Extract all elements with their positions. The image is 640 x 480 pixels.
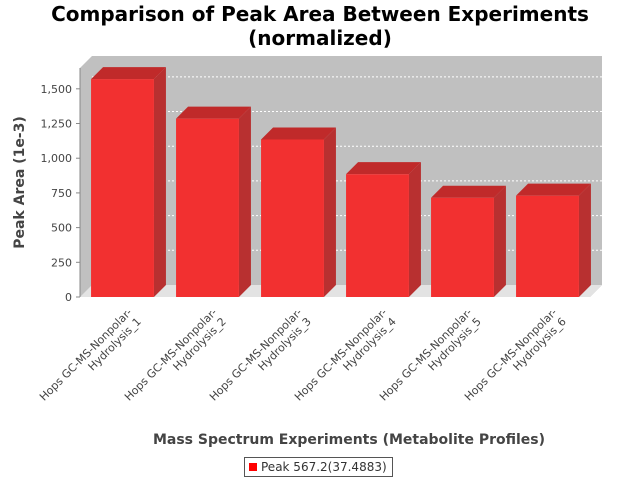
bar-top [91, 67, 166, 80]
legend-label: Peak 567.2(37.4883) [261, 460, 387, 474]
bar-side [323, 127, 336, 297]
chart-title: Comparison of Peak Area Between Experime… [51, 2, 589, 26]
bar [261, 139, 324, 297]
y-tick-label: 1,500 [41, 83, 73, 96]
y-tick-label: 750 [51, 187, 72, 200]
bar-top [516, 183, 591, 196]
legend: Peak 567.2(37.4883) [244, 457, 393, 477]
bar-side [408, 162, 421, 297]
bar-side [493, 185, 506, 297]
bar [176, 118, 239, 297]
bar-top [346, 162, 421, 175]
y-tick-label: 0 [65, 291, 72, 304]
y-axis-title: Peak Area (1e-3) [12, 116, 28, 249]
x-axis-title: Mass Spectrum Experiments (Metabolite Pr… [153, 432, 545, 448]
y-tick-label: 250 [51, 256, 72, 269]
y-tick-label: 1,250 [41, 118, 73, 131]
legend-swatch [249, 463, 257, 471]
bar-top [176, 106, 251, 119]
bar-side [238, 106, 251, 297]
bar-top [261, 127, 336, 140]
bar [346, 174, 409, 297]
bar-side [153, 67, 166, 297]
y-tick-label: 500 [51, 222, 72, 235]
bar [91, 79, 154, 297]
y-tick-label: 1,000 [41, 152, 73, 165]
bar-top [431, 185, 506, 198]
bar-side [578, 183, 591, 297]
bar [516, 195, 579, 297]
chart-subtitle: (normalized) [248, 26, 392, 50]
bar [431, 197, 494, 297]
